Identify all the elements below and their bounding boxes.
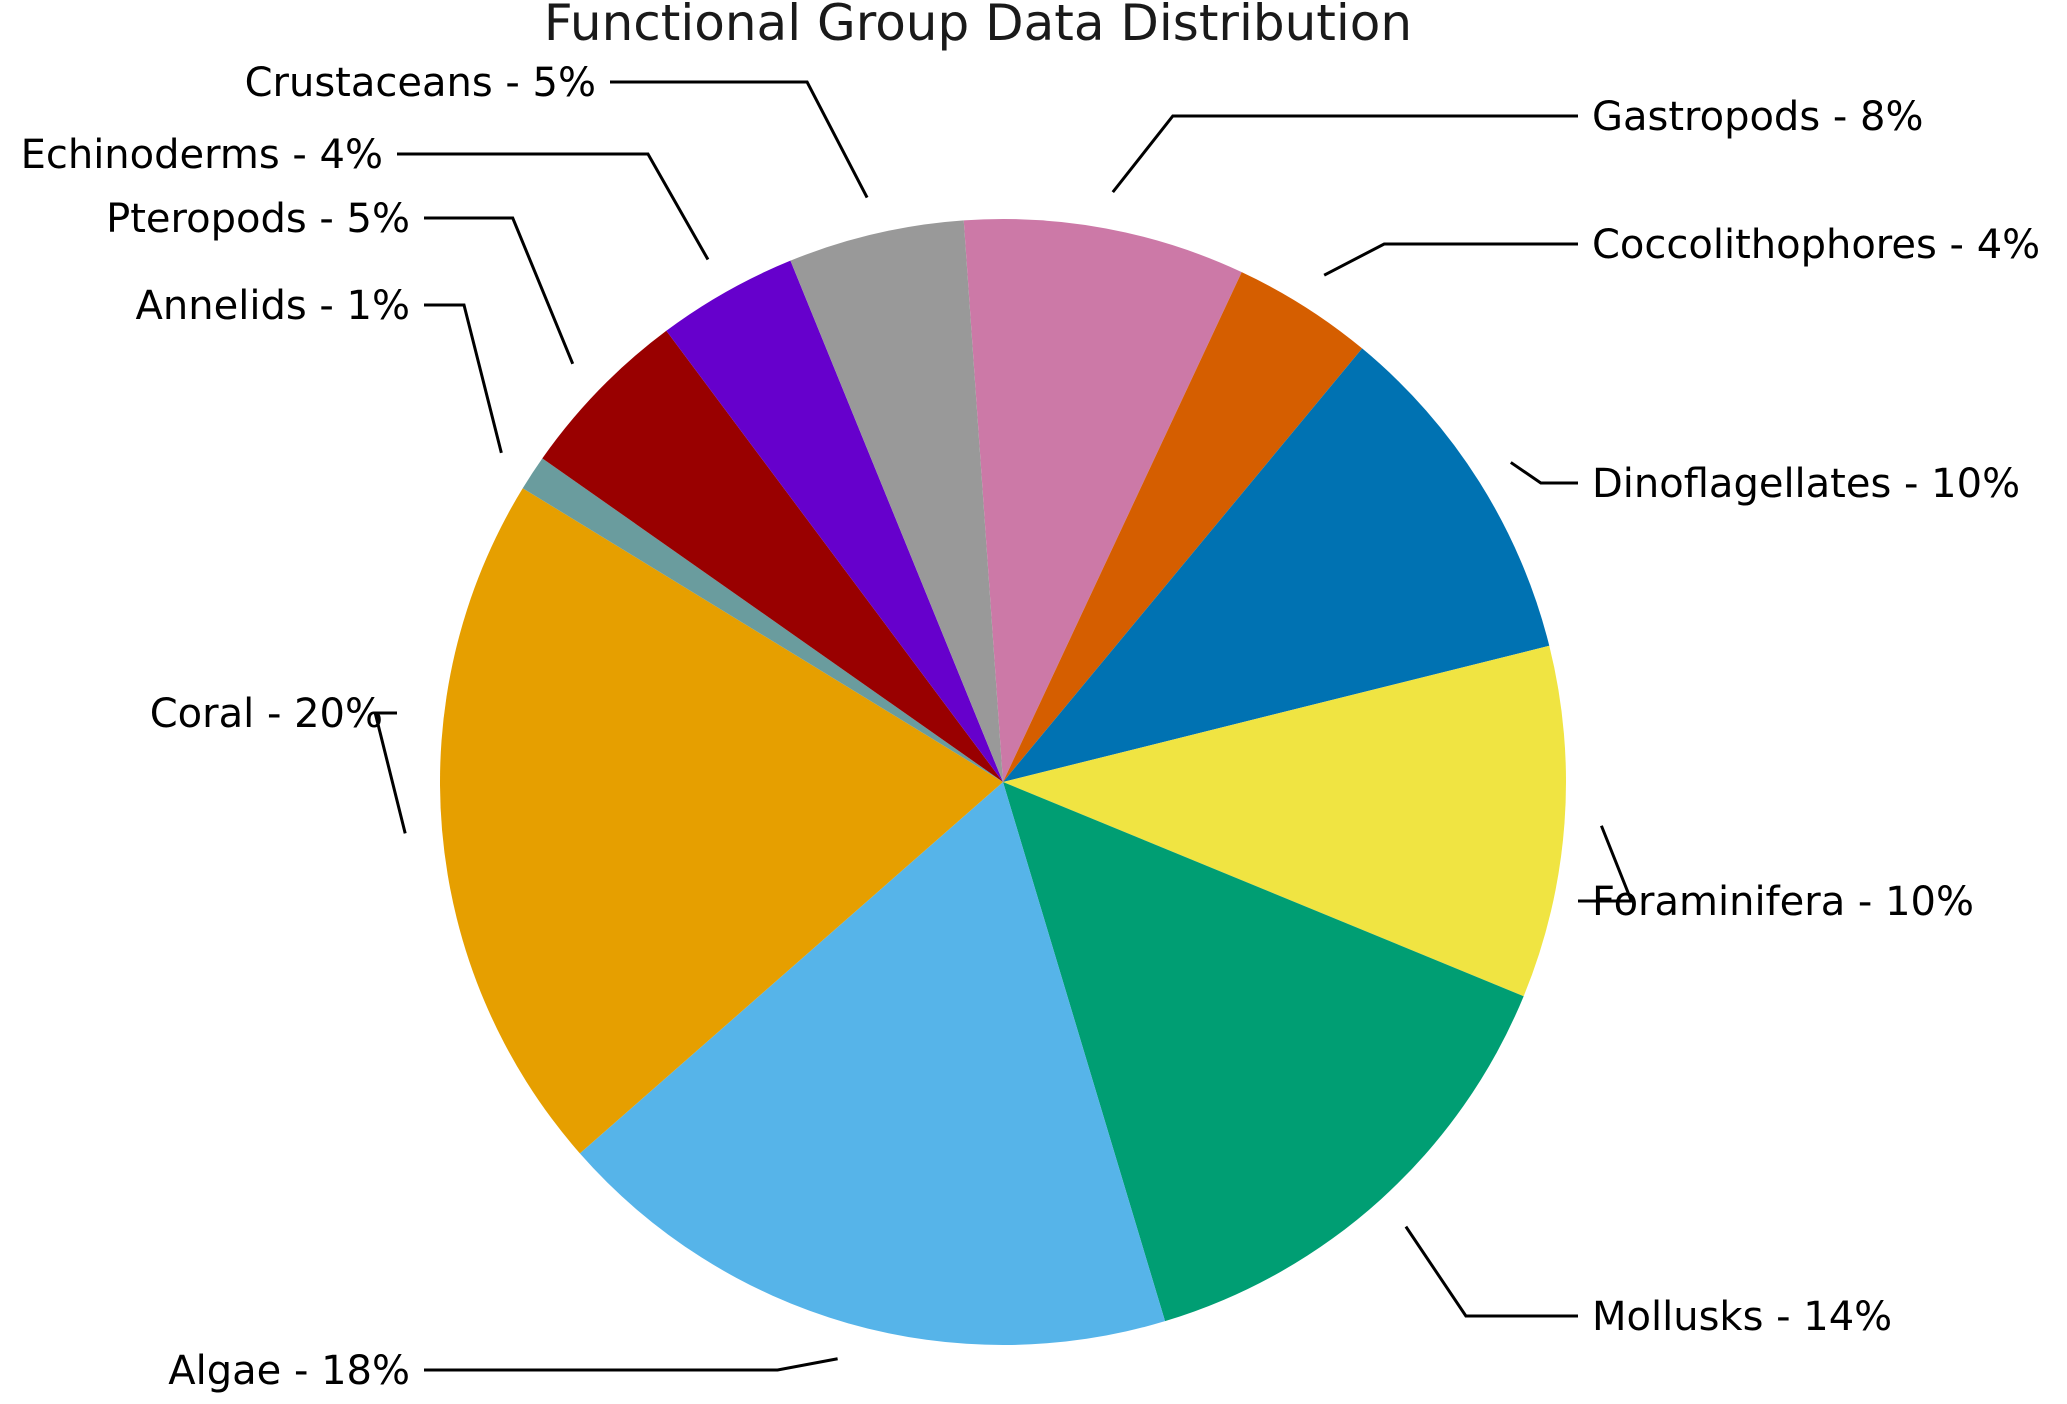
pie-slice-crustaceans [790,220,1003,782]
pie-slice-dinoflagellates [1003,348,1550,782]
slice-label-foraminifera: Foraminifera - 10% [1592,879,1974,925]
slice-label-gastropods: Gastropods - 8% [1592,94,1923,140]
leader-line-annelids [424,303,503,454]
slice-labels: Gastropods - 8% Coccolithophores - 4% Dino… [21,60,2041,1394]
slice-label-crustaceans: Crustaceans - 5% [245,60,596,106]
leader-line-crustaceans [610,80,869,199]
pie-slice-coral [439,488,1003,1154]
pie-slice-annelids [522,458,1003,782]
slice-label-coral: Coral - 20% [150,691,383,737]
slice-label-algae: Algae - 18% [168,1348,410,1394]
pie-slice-pteropods [542,330,1003,782]
leader-line-echinoderms [397,152,710,261]
pie-slice-echinoderms [666,260,1003,783]
leader-line-coccolithophores [1323,242,1578,277]
chart-title: Functional Group Data Distribution [544,0,1412,52]
pie-slice-algae [579,782,1166,1345]
slice-label-pteropods: Pteropods - 5% [106,196,410,242]
leader-line-algae [424,1357,838,1372]
leader-line-gastropods [1111,114,1578,194]
leader-line-foraminifera [1578,825,1634,903]
slice-label-mollusks: Mollusks - 14% [1592,1294,1892,1340]
leader-line-pteropods [424,216,575,365]
slice-label-coccolithophores: Coccolithophores - 4% [1592,222,2040,268]
pie-slice-foraminifera [1003,645,1566,997]
slice-label-dinoflagellates: Dinoflagellates - 10% [1592,461,2020,507]
pie-slice-gastropods [963,219,1242,782]
leader-lines [373,80,1634,1372]
leader-line-dinoflagellates [1509,461,1578,485]
pie-slices [439,219,1566,1345]
leader-line-coral [373,711,407,834]
slice-label-annelids: Annelids - 1% [136,283,410,329]
pie-slice-coccolithophores [1003,272,1363,782]
leader-line-mollusks [1404,1225,1578,1318]
pie-slice-mollusks [1003,782,1524,1322]
slice-label-echinoderms: Echinoderms - 4% [21,132,383,178]
